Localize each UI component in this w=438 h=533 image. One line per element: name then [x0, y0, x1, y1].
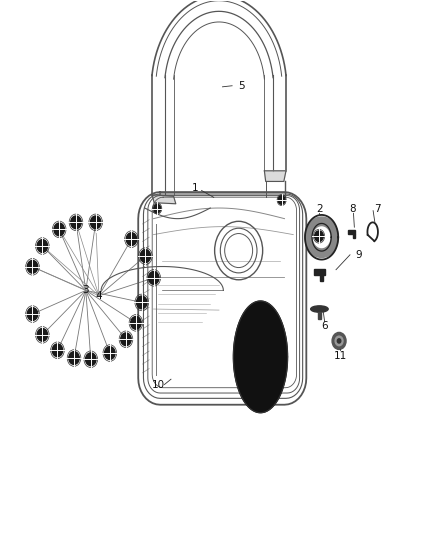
Circle shape: [37, 240, 48, 253]
Polygon shape: [318, 312, 321, 319]
Circle shape: [105, 346, 115, 359]
Circle shape: [121, 333, 131, 346]
Circle shape: [140, 250, 151, 262]
Circle shape: [314, 231, 323, 241]
Circle shape: [131, 317, 141, 329]
Text: 10: 10: [152, 379, 165, 390]
Ellipse shape: [311, 306, 328, 312]
Polygon shape: [348, 230, 355, 233]
Text: 7: 7: [374, 204, 380, 214]
Text: 8: 8: [349, 204, 356, 214]
Polygon shape: [233, 301, 288, 413]
Circle shape: [278, 196, 285, 204]
Circle shape: [337, 339, 341, 343]
Circle shape: [335, 336, 343, 346]
Circle shape: [52, 344, 63, 357]
Polygon shape: [265, 171, 286, 181]
Circle shape: [91, 216, 101, 229]
Text: 5: 5: [238, 81, 245, 91]
Circle shape: [69, 352, 79, 365]
Circle shape: [137, 296, 147, 309]
Circle shape: [27, 261, 38, 273]
Polygon shape: [353, 233, 355, 238]
Text: 1: 1: [192, 183, 198, 193]
Circle shape: [332, 333, 346, 350]
Circle shape: [126, 233, 137, 246]
Circle shape: [54, 223, 64, 236]
Text: 9: 9: [355, 250, 362, 260]
Wedge shape: [305, 217, 338, 257]
Circle shape: [148, 271, 159, 284]
Text: 4: 4: [95, 290, 102, 301]
Text: 2: 2: [316, 204, 323, 214]
Circle shape: [27, 308, 38, 320]
Polygon shape: [314, 269, 325, 275]
Text: 6: 6: [321, 321, 328, 331]
Polygon shape: [152, 195, 176, 204]
Circle shape: [85, 353, 96, 366]
Circle shape: [37, 328, 48, 341]
Text: 3: 3: [82, 286, 89, 295]
Circle shape: [71, 216, 81, 229]
Text: 11: 11: [334, 351, 347, 361]
Circle shape: [154, 204, 161, 213]
Polygon shape: [320, 275, 323, 281]
